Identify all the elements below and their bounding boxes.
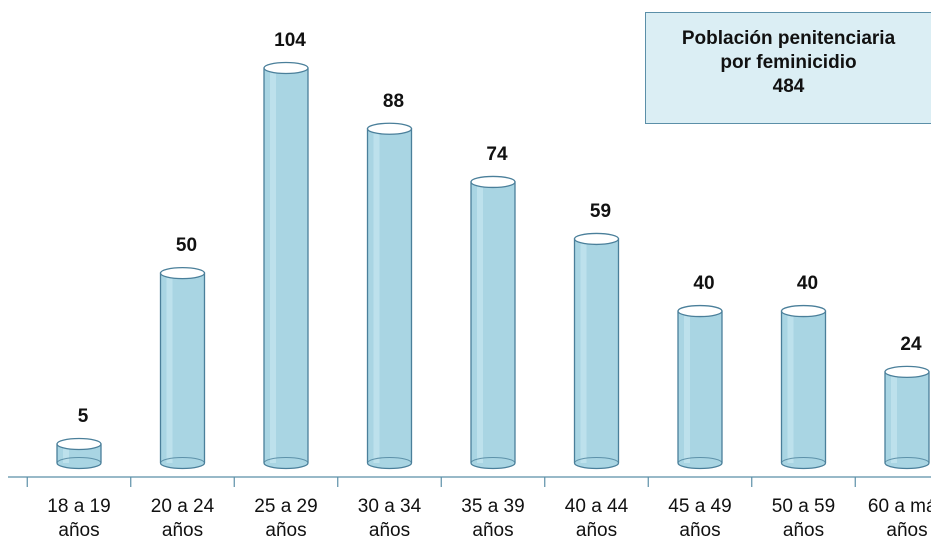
x-tick-label: 45 a 49 — [668, 496, 731, 517]
bar-highlight — [787, 313, 794, 463]
bar — [884, 365, 930, 470]
bar-value-label: 24 — [900, 334, 922, 355]
x-tick-label: 25 a 29 — [254, 496, 317, 517]
x-tick-label: 18 a 19 — [47, 496, 110, 517]
bar-highlight — [891, 373, 897, 463]
summary-title-line1: Población penitenciaria — [681, 28, 896, 49]
bar-base-rim — [574, 457, 619, 464]
bar-top — [780, 304, 827, 318]
bar-highlight — [580, 240, 587, 463]
bar-value-label: 50 — [176, 235, 197, 256]
x-tick-label: años — [679, 520, 720, 541]
bars-layer — [56, 61, 930, 470]
bar — [159, 266, 206, 470]
summary-total: 484 — [772, 76, 805, 97]
bar-top — [366, 122, 413, 135]
bar-highlight — [373, 130, 380, 463]
x-tick-label: años — [162, 520, 203, 541]
x-axis — [8, 476, 931, 487]
bar-base-rim — [56, 457, 102, 464]
x-tick-label: años — [886, 520, 927, 541]
bar-base-rim — [263, 457, 309, 464]
x-tick-label: 50 a 59 — [772, 496, 835, 517]
bar-value-label: 104 — [274, 30, 306, 51]
bar-highlight — [166, 275, 173, 463]
x-tick-label: años — [783, 520, 824, 541]
bar — [470, 175, 516, 470]
x-tick-label: 60 a más — [868, 496, 931, 517]
bar-base-rim — [677, 457, 723, 464]
bar — [573, 232, 620, 470]
x-tick-label: años — [265, 520, 306, 541]
bar — [56, 437, 102, 470]
bar-top — [56, 437, 102, 451]
x-tick-label: años — [576, 520, 617, 541]
bar — [366, 122, 413, 470]
x-tick-label: 30 a 34 — [358, 496, 422, 517]
bar-top — [263, 61, 309, 75]
total-summary-box: Población penitenciaria por feminicidio … — [645, 12, 931, 124]
bar-value-label: 74 — [486, 144, 508, 165]
labels-layer: 5 18 a 19 años 50 20 a 24 años 104 25 a 29 años 8… — [47, 30, 931, 541]
bar — [677, 304, 723, 470]
x-tick-label: años — [369, 520, 410, 541]
x-tick-label: 35 a 39 — [461, 496, 524, 517]
bar-highlight — [684, 313, 690, 463]
bar-highlight — [270, 70, 276, 463]
bar-base-rim — [160, 457, 205, 464]
bar-value-label: 88 — [383, 91, 404, 112]
bar-top — [573, 232, 620, 246]
bar — [780, 304, 827, 470]
bar-base-rim — [367, 457, 412, 464]
bar-top — [470, 175, 516, 189]
summary-title-line2: por feminicidio — [720, 52, 857, 73]
bar-value-label: 5 — [78, 406, 89, 427]
bar-value-label: 40 — [797, 273, 818, 294]
x-tick-label: años — [472, 520, 513, 541]
bar-top — [884, 365, 930, 378]
x-tick-label: 20 a 24 — [151, 496, 215, 517]
bar-base-rim — [884, 457, 930, 464]
x-tick-label: 40 a 44 — [565, 496, 629, 517]
bar-top — [159, 266, 206, 280]
bar — [263, 61, 309, 470]
bar-base-rim — [470, 457, 516, 464]
bar-value-label: 59 — [590, 201, 611, 222]
bar-highlight — [477, 183, 483, 463]
bar-base-rim — [781, 457, 826, 464]
bar-highlight — [63, 446, 69, 463]
bar-top — [677, 304, 723, 318]
bar-value-label: 40 — [693, 273, 714, 294]
x-tick-label: años — [58, 520, 99, 541]
